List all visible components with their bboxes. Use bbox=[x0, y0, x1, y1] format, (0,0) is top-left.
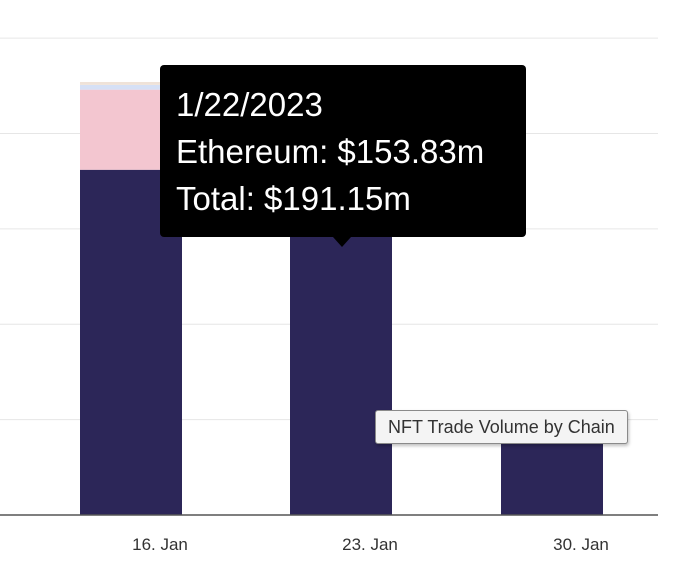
data-tooltip: 1/22/2023 Ethereum: $153.83m Total: $191… bbox=[160, 65, 526, 237]
bar-ethereum-2[interactable] bbox=[290, 221, 392, 516]
x-tick-labels: 16. Jan 23. Jan 30. Jan bbox=[132, 535, 609, 554]
tooltip-total-value: Total: $191.15m bbox=[176, 180, 411, 217]
x-tick-label: 23. Jan bbox=[342, 535, 398, 554]
x-tick-label: 30. Jan bbox=[553, 535, 609, 554]
bar-other-chain-b-1[interactable] bbox=[80, 84, 182, 90]
x-tick-label: 16. Jan bbox=[132, 535, 188, 554]
tooltip-date: 1/22/2023 bbox=[176, 86, 323, 123]
chart-title-tooltip: NFT Trade Volume by Chain bbox=[375, 410, 628, 444]
tooltip-ethereum-value: Ethereum: $153.83m bbox=[176, 133, 485, 170]
tooltip-arrow bbox=[333, 237, 351, 247]
bar-other-chain-c-1[interactable] bbox=[80, 82, 182, 85]
